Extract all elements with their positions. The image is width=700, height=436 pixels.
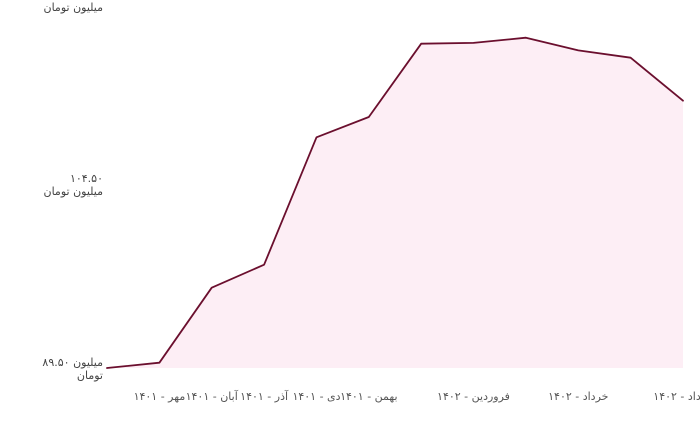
y-tick-unit: میلیون تومان xyxy=(44,1,104,14)
y-tick-unit: میلیون تومان xyxy=(44,185,104,198)
y-tick-label: ۱۱۹.۵۰ xyxy=(70,0,103,1)
x-tick-label: آذر - ۱۴۰۱ xyxy=(240,389,289,403)
x-tick-label: مرداد - ۱۴۰۲ xyxy=(653,390,700,403)
x-tick-label: خرداد - ۱۴۰۲ xyxy=(548,390,608,403)
y-tick-label: ۱۰۴.۵۰ xyxy=(70,172,103,185)
x-tick-label: فروردین - ۱۴۰۲ xyxy=(437,390,510,403)
x-tick-label: آبان - ۱۴۰۱ xyxy=(186,389,239,403)
area-fill xyxy=(107,37,683,368)
series-line xyxy=(106,36,684,369)
x-tick-label: مهر - ۱۴۰۱ xyxy=(134,390,186,403)
x-tick-label: بهمن - ۱۴۰۱ xyxy=(340,390,397,403)
y-tick-label: ۸۹.۵۰ میلیون xyxy=(42,356,103,369)
x-tick-label: دی - ۱۴۰۱ xyxy=(292,390,340,403)
y-tick-unit: تومان xyxy=(77,369,103,382)
